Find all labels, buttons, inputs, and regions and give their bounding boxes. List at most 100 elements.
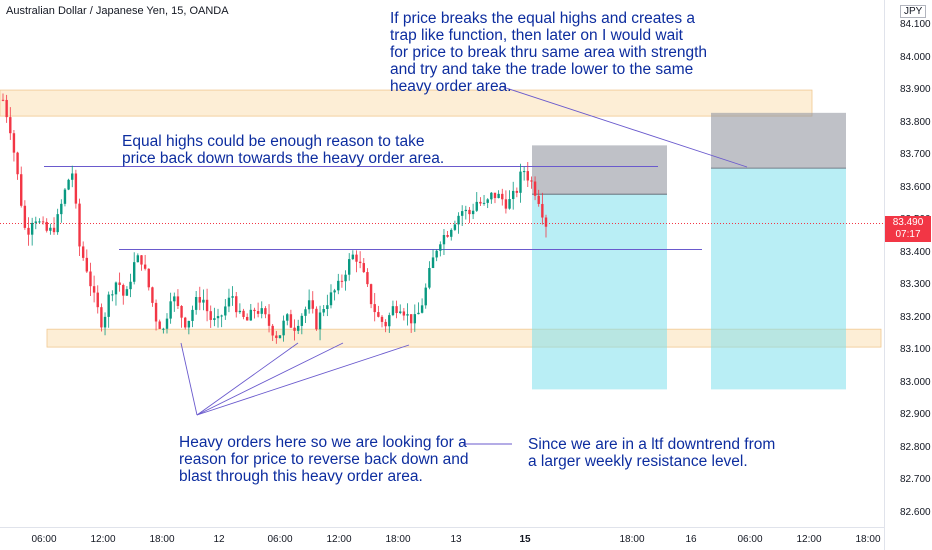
candle-body [501,193,504,200]
annotation-leader-line [499,85,748,168]
annotation-leader-line [196,344,410,416]
annotation-equal-highs[interactable]: Equal highs could be enough reason to ta… [122,133,445,167]
candle-body [293,327,296,331]
annotation-heavy-orders[interactable]: Heavy orders here so we are looking for … [179,434,469,485]
currency-label[interactable]: JPY [900,5,927,18]
candle-body [85,257,89,272]
candle-body [231,296,234,298]
candle-body [256,311,260,314]
short-1-target-box [532,194,667,390]
candle-body [191,309,194,321]
y-tick-label: 82.700 [900,474,931,486]
x-tick-label: 13 [450,534,462,545]
candle-body [450,229,453,237]
x-tick-label: 18:00 [385,534,411,545]
candle-body [30,222,34,235]
x-tick-label: 18:00 [619,534,645,545]
candle-body [140,255,143,265]
candle-body [442,235,446,245]
candle-body [118,282,121,285]
chart-canvas[interactable] [0,0,884,527]
candle-body [428,267,431,288]
candle-body [60,203,63,215]
candle-body [326,305,329,310]
candle-body [227,297,231,307]
candle-body [249,309,253,321]
candle-body [271,325,274,336]
candle-body [362,263,365,273]
candle-body [460,211,464,216]
candle-body [446,235,449,237]
x-tick-label: 18:00 [855,534,881,545]
annotation-ltf-downtrend[interactable]: Since we are in a ltf downtrend from a l… [528,436,776,470]
candle-body [12,133,16,153]
candle-body [395,306,398,314]
candle-body [439,244,442,251]
candle-body [402,311,406,316]
x-tick-label: 06:00 [737,534,763,545]
time-axis-divider [0,527,884,528]
candle-body [9,117,12,134]
x-tick-label: 16 [685,534,697,545]
price-axis[interactable] [884,0,932,550]
candle-body [143,264,147,269]
y-tick-label: 82.900 [900,409,931,421]
candle-body [67,179,70,190]
candle-body [78,203,81,247]
candle-body [49,227,52,231]
candle-body [242,310,245,317]
candle-body [224,306,227,316]
candle-body [508,199,511,209]
candle-body [169,301,172,319]
candle-body [424,287,427,306]
candle-body [165,318,169,329]
y-tick-label: 83.300 [900,279,931,291]
candle-body [71,173,74,180]
candle-body [52,227,56,233]
candle-body [475,201,478,211]
candle-body [406,314,409,316]
x-tick-label: 06:00 [267,534,293,545]
candle-body [512,190,515,200]
candle-body [213,318,216,320]
candle-body [180,305,183,318]
last-price-tag: 83.490 07:17 [885,216,931,242]
y-tick-label: 83.400 [900,246,931,258]
candle-body [147,268,150,288]
short-1-stop-box [532,145,667,195]
y-tick-label: 83.600 [900,181,931,193]
candle-body [202,299,205,303]
candle-body [482,202,486,204]
annotation-top-right[interactable]: If price breaks the equal highs and crea… [390,10,708,95]
candle-body [81,246,85,258]
candle-body [63,189,67,204]
candle-body [245,316,249,321]
candle-body [377,312,380,317]
candle-body [307,300,311,310]
candle-body [27,227,30,235]
x-tick-label: 06:00 [31,534,57,545]
annotation-leader-line [196,342,299,416]
candle-body [464,209,468,212]
candle-body [413,314,417,324]
candle-body [96,292,99,308]
x-tick-label: 12:00 [796,534,822,545]
candle-body [296,325,300,331]
candle-body [337,280,340,291]
candle-body [187,320,191,328]
candle-body [45,221,48,231]
y-tick-label: 84.000 [900,51,931,63]
candle-body [417,312,420,315]
candle-body [300,315,304,326]
zone-upper-supply [0,89,813,117]
zone-heavy-order-area [46,328,882,348]
candle-body [176,296,180,306]
candle-body [92,286,96,293]
candle-body [154,302,158,322]
candle-body [537,195,540,204]
candle-body [107,294,110,317]
candle-body [20,174,23,206]
candle-body [340,280,344,282]
candle-body [490,192,493,200]
candle-body [318,312,322,330]
